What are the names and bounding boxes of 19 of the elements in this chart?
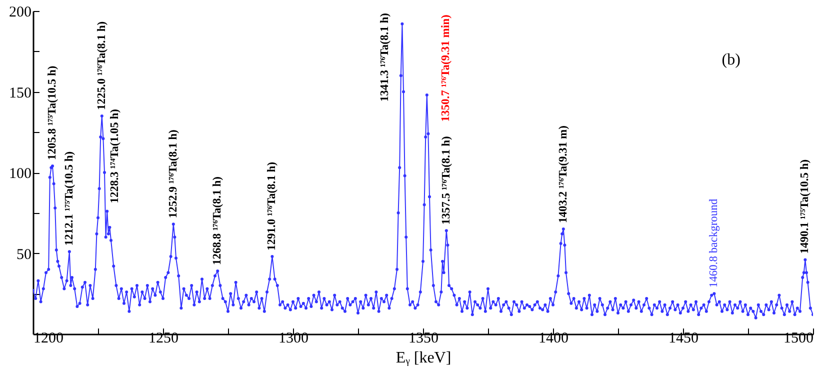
x-axis-title: Eᵧ [keV] — [396, 350, 452, 366]
annotation: 1252.9 ¹⁷⁶Ta(8.1 h) — [167, 129, 180, 218]
y-tick-label: 50 — [16, 246, 32, 263]
annotation: 1228.3 ¹⁷⁴Ta(1.05 h) — [109, 108, 122, 204]
annotation: 1225.0 ¹⁷⁶Ta(8.1 h) — [96, 21, 108, 110]
annotation: 1212.1 ¹⁷⁵Ta(10.5 h) — [63, 151, 76, 246]
annotation: 1350.7 ¹⁷⁶Ta(9.31 min) — [440, 14, 452, 122]
y-tick-label: 100 — [9, 166, 32, 182]
annotation: (b) — [722, 51, 740, 68]
y-tick-label: 150 — [9, 85, 32, 102]
y-tick-label: 200 — [9, 4, 32, 20]
annotation: 1460.8 background — [708, 198, 720, 288]
annotation: 1403.2 ¹⁷⁶Ta(9.31 m) — [557, 125, 570, 224]
annotation: 1291.0 ¹⁷⁶Ta(8.1 h) — [266, 162, 278, 250]
annotation: 1205.8 ¹⁷⁵Ta(10.5 h) — [46, 66, 58, 160]
annotation: 1341.3 ¹⁷⁶Ta(8.1 h) — [378, 12, 391, 102]
annotation: 1357.5 ¹⁷⁶Ta(8.1 h) — [440, 136, 452, 225]
annotation: 1490.1 ¹⁷⁵Ta(10.5 h) — [799, 159, 812, 254]
annotation: 1268.8 ¹⁷⁶Ta(8.1 h) — [212, 176, 224, 266]
